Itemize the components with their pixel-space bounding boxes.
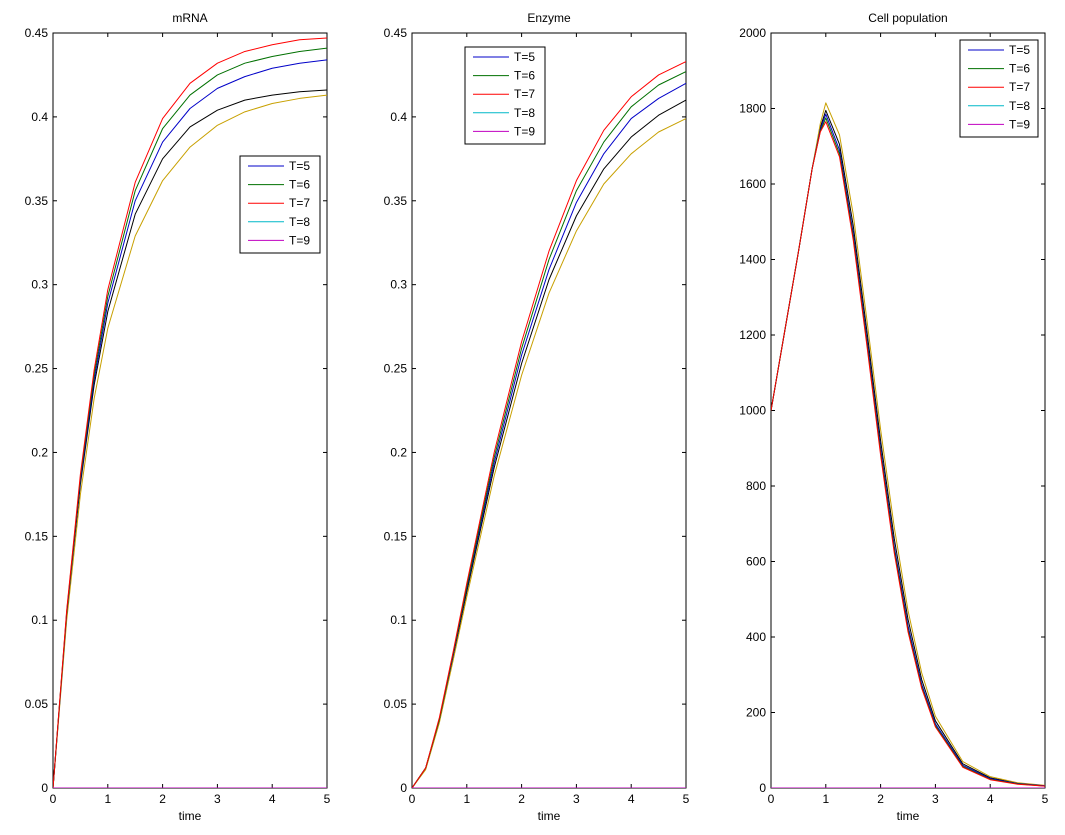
cell-series-line-t7 [771, 121, 1045, 787]
mrna-legend-label: T=9 [289, 233, 310, 247]
cell-xtick-label: 2 [877, 792, 884, 806]
cell-ytick-label: 800 [746, 479, 766, 493]
cell-x-axis-label: time [897, 809, 920, 823]
enzyme-ytick-label: 0.45 [384, 26, 408, 40]
mrna-ytick-label: 0.3 [31, 278, 48, 292]
mrna-ytick-label: 0.45 [25, 26, 49, 40]
cell-legend-label: T=5 [1009, 43, 1030, 57]
enzyme-legend-label: T=8 [514, 106, 535, 120]
mrna-legend-label: T=6 [289, 178, 310, 192]
enzyme-xtick-label: 5 [683, 792, 690, 806]
cell-legend-label: T=8 [1009, 99, 1030, 113]
enzyme-ytick-label: 0.4 [390, 110, 407, 124]
enzyme-legend-label: T=6 [514, 69, 535, 83]
cell-legend: T=5 T=6 T=7 T=8 T=9 [959, 39, 1039, 138]
enzyme-x-axis-label: time [538, 809, 561, 823]
mrna-xtick-label: 5 [324, 792, 331, 806]
cell-ytick-label: 0 [759, 781, 766, 795]
enzyme-panel: 0 1 2 3 4 5 0 0.05 0.1 0.15 0.2 0.25 0.3 0.35 0.4 0.45 E… [384, 11, 690, 823]
enzyme-axes-box [411, 32, 687, 789]
enzyme-series-group [412, 61, 686, 788]
mrna-series-line-ref-6 [53, 94, 327, 788]
mrna-xtick-label: 1 [104, 792, 111, 806]
enzyme-ytick-label: 0.3 [390, 278, 407, 292]
cell-axes-box [770, 32, 1046, 789]
mrna-series-line-t7 [53, 37, 327, 788]
cell-ytick-label: 600 [746, 555, 766, 569]
mrna-legend-label: T=8 [289, 215, 310, 229]
mrna-ytick-label: 0.4 [31, 110, 48, 124]
cell-population-panel: 0 1 2 3 4 5 0 200 400 600 800 1000 1200 1400 1600 1800 2… [739, 11, 1048, 823]
cell-xtick-label: 5 [1042, 792, 1049, 806]
mrna-xtick-label: 4 [269, 792, 276, 806]
enzyme-ytick-label: 0.05 [384, 697, 408, 711]
cell-ytick-label: 200 [746, 706, 766, 720]
cell-ytick-label: 2000 [739, 26, 766, 40]
enzyme-legend: T=5 T=6 T=7 T=8 T=9 [464, 46, 546, 145]
cell-ytick-label: 400 [746, 630, 766, 644]
mrna-legend-box [239, 155, 321, 254]
mrna-legend-label: T=5 [289, 159, 310, 173]
mrna-ytick-label: 0.1 [31, 613, 48, 627]
enzyme-ytick-label: 0.15 [384, 529, 408, 543]
enzyme-legend-label: T=9 [514, 124, 535, 138]
mrna-ytick-label: 0.05 [25, 697, 49, 711]
enzyme-xtick-label: 3 [573, 792, 580, 806]
enzyme-legend-label: T=5 [514, 50, 535, 64]
cell-legend-label: T=7 [1009, 80, 1030, 94]
enzyme-legend-label: T=7 [514, 87, 535, 101]
enzyme-legend-box [464, 46, 546, 145]
mrna-xtick-label: 3 [214, 792, 221, 806]
cell-xtick-label: 1 [822, 792, 829, 806]
mrna-ytick-label: 0.2 [31, 445, 48, 459]
cell-series-group [771, 102, 1045, 788]
cell-xtick-label: 4 [987, 792, 994, 806]
enzyme-ytick-label: 0.1 [390, 613, 407, 627]
cell-ytick-label: 1600 [739, 177, 766, 191]
enzyme-ytick-label: 0.2 [390, 445, 407, 459]
enzyme-chart-title: Enzyme [527, 11, 571, 25]
mrna-panel: 0 1 2 3 4 5 0 0.05 0.1 0.15 0.2 0.25 0.3 0.35 0.4 0.45 m… [25, 11, 331, 823]
mrna-series-group [53, 37, 327, 788]
cell-ytick-label: 1400 [739, 253, 766, 267]
mrna-legend: T=5 T=6 T=7 T=8 T=9 [239, 155, 321, 254]
mrna-xtick-label: 0 [50, 792, 57, 806]
mrna-x-axis-label: time [179, 809, 202, 823]
cell-chart-title: Cell population [868, 11, 947, 25]
mrna-axes-box [52, 32, 328, 789]
cell-xtick-label: 3 [932, 792, 939, 806]
mrna-ytick-label: 0.35 [25, 194, 49, 208]
cell-ytick-label: 1800 [739, 102, 766, 116]
mrna-legend-label: T=7 [289, 196, 310, 210]
enzyme-series-line-ref-6 [412, 118, 686, 788]
enzyme-xtick-label: 4 [628, 792, 635, 806]
mrna-xtick-label: 2 [159, 792, 166, 806]
cell-xtick-label: 0 [768, 792, 775, 806]
cell-legend-label: T=9 [1009, 117, 1030, 131]
mrna-ytick-label: 0.15 [25, 529, 49, 543]
cell-ytick-label: 1200 [739, 328, 766, 342]
enzyme-ytick-label: 0.25 [384, 362, 408, 376]
cell-ytick-label: 1000 [739, 404, 766, 418]
mrna-ytick-label: 0 [41, 781, 48, 795]
enzyme-ytick-label: 0.35 [384, 194, 408, 208]
enzyme-xtick-label: 0 [409, 792, 416, 806]
cell-legend-box [959, 39, 1039, 138]
mrna-ytick-label: 0.25 [25, 362, 49, 376]
enzyme-ytick-label: 0 [400, 781, 407, 795]
cell-legend-label: T=6 [1009, 62, 1030, 76]
enzyme-series-line-t7 [412, 61, 686, 788]
enzyme-xtick-label: 1 [463, 792, 470, 806]
mrna-chart-title: mRNA [172, 11, 207, 25]
enzyme-xtick-label: 2 [518, 792, 525, 806]
